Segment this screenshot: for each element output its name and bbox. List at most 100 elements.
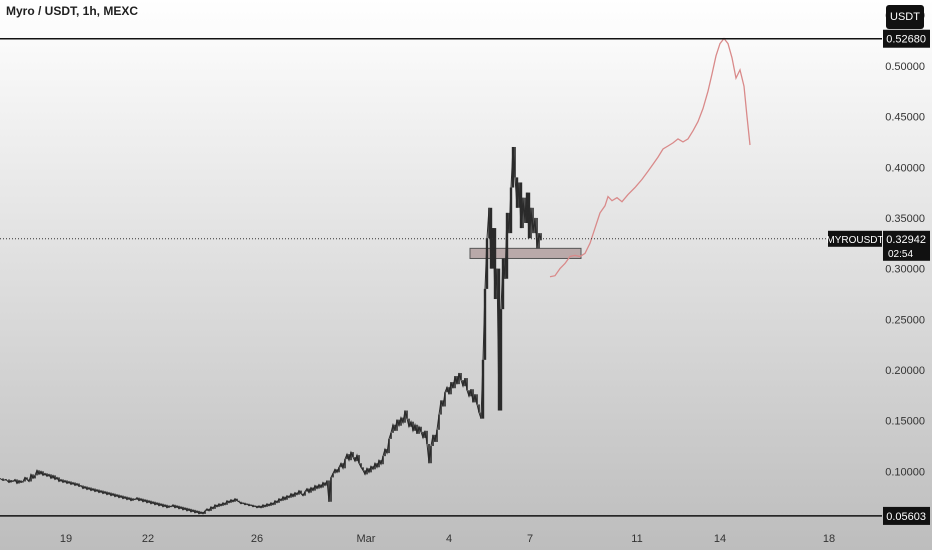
- price-candle: [94, 488, 96, 492]
- price-candle: [294, 492, 296, 497]
- price-candle: [501, 258, 505, 310]
- price-candle: [186, 507, 188, 511]
- price-candle: [130, 497, 132, 501]
- price-candle: [316, 485, 318, 489]
- price-candle: [432, 434, 434, 447]
- price-candle: [222, 502, 224, 506]
- price-candle: [284, 496, 286, 500]
- price-candle: [60, 479, 62, 482]
- x-tick-label: 11: [631, 533, 642, 545]
- price-candle: [122, 495, 124, 499]
- price-candle: [370, 466, 372, 473]
- price-candle: [50, 474, 52, 479]
- price-candle: [196, 510, 198, 513]
- level-label-0: 0.52680: [886, 34, 926, 46]
- price-candle: [478, 404, 480, 413]
- price-candle: [258, 505, 260, 508]
- price-candle: [110, 492, 112, 496]
- price-candle: [344, 459, 346, 469]
- price-candle: [100, 490, 102, 493]
- price-candle: [366, 468, 368, 475]
- price-candle: [300, 490, 302, 494]
- price-candle: [364, 470, 366, 475]
- price-candle: [16, 479, 18, 484]
- price-candle: [368, 468, 370, 473]
- price-candle: [168, 505, 170, 508]
- price-candle: [420, 426, 422, 432]
- price-candle: [376, 463, 378, 468]
- price-candle: [228, 500, 230, 503]
- y-tick-label: 0.30000: [885, 264, 925, 276]
- price-candle: [320, 484, 322, 488]
- x-tick-label: 7: [527, 533, 533, 545]
- price-candle: [509, 187, 513, 234]
- price-candle: [78, 483, 80, 487]
- price-candle: [310, 487, 312, 493]
- price-candle: [422, 431, 424, 438]
- level-label-box: [883, 29, 930, 48]
- price-candle: [244, 502, 246, 505]
- price-candle: [436, 429, 438, 442]
- price-candle: [52, 475, 54, 479]
- y-tick-label: 0.50000: [885, 61, 925, 73]
- price-candle: [470, 389, 472, 397]
- price-candle: [248, 503, 250, 506]
- price-candle: [106, 491, 108, 495]
- price-candle: [282, 496, 284, 501]
- x-tick-label: 22: [142, 533, 154, 545]
- price-candle: [406, 410, 408, 419]
- price-candle: [76, 483, 78, 486]
- price-candle: [292, 493, 294, 497]
- currency-button[interactable]: USDT: [886, 5, 924, 29]
- price-candle: [182, 506, 184, 510]
- price-candle: [44, 473, 46, 476]
- price-candle: [132, 498, 134, 501]
- price-candle: [483, 288, 487, 360]
- price-candle: [374, 463, 376, 470]
- price-candle: [178, 505, 180, 509]
- price-candle: [266, 503, 268, 507]
- price-candle: [204, 510, 206, 514]
- price-candle: [124, 496, 126, 499]
- price-candle: [536, 217, 538, 249]
- price-candle: [136, 497, 138, 500]
- price-candle: [408, 418, 410, 427]
- price-candle: [328, 480, 330, 502]
- price-candle: [36, 470, 38, 476]
- price-candle: [188, 508, 190, 511]
- price-candle: [274, 500, 276, 505]
- price-candle: [412, 421, 414, 431]
- price-candle: [58, 477, 60, 482]
- price-candle: [438, 414, 440, 430]
- price-candle: [278, 498, 280, 503]
- x-tick-label: Mar: [357, 533, 376, 545]
- price-candle: [54, 475, 56, 480]
- price-candle: [290, 493, 292, 498]
- price-candle: [202, 511, 204, 514]
- price-candle: [42, 471, 44, 476]
- y-tick-label: 0.45000: [885, 112, 925, 124]
- price-candle: [216, 504, 218, 507]
- price-candle: [358, 455, 360, 464]
- price-candle: [472, 389, 474, 403]
- x-tick-label: 18: [823, 533, 835, 545]
- price-candle: [430, 446, 432, 464]
- price-candle: [108, 492, 110, 495]
- price-candle: [84, 486, 86, 489]
- price-candle: [416, 424, 418, 434]
- price-candle: [354, 457, 356, 462]
- price-candle: [206, 508, 208, 511]
- price-candle: [74, 482, 76, 486]
- level-label-box: [883, 506, 930, 525]
- price-candle: [252, 504, 254, 507]
- price-candle: [464, 378, 466, 387]
- price-candle: [306, 488, 308, 492]
- price-candle: [32, 474, 34, 479]
- y-tick-label: 0.35000: [885, 213, 925, 225]
- price-candle: [10, 480, 12, 483]
- symbol-title[interactable]: Myro / USDT, 1h, MEXC: [6, 4, 139, 18]
- price-candle: [398, 419, 400, 426]
- price-candle: [356, 455, 358, 462]
- support-zone-box[interactable]: [469, 247, 582, 259]
- price-candle: [499, 309, 503, 411]
